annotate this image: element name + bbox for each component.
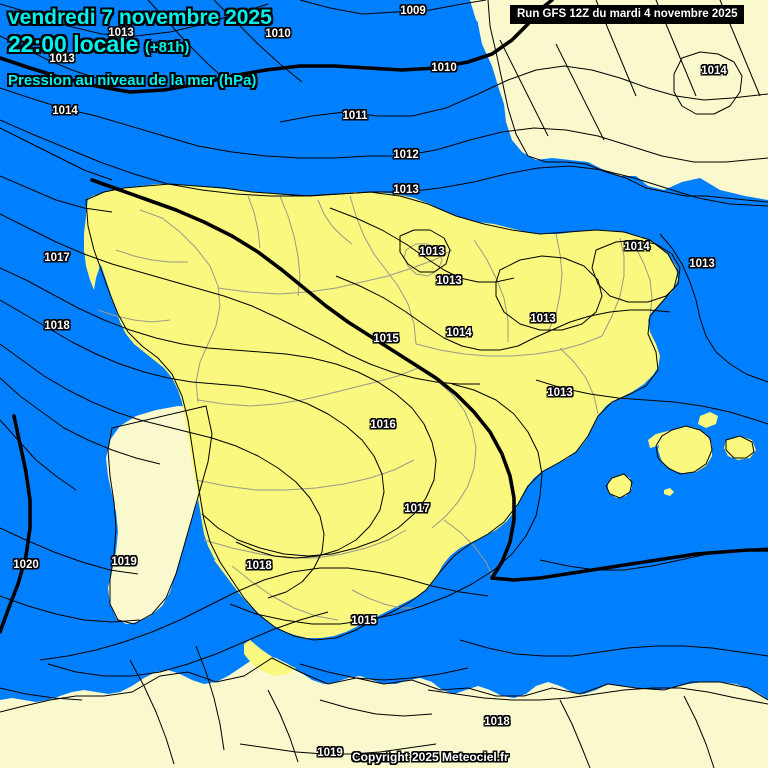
admin-borders xyxy=(97,195,653,621)
model-run-banner: Run GFS 12Z du mardi 4 novembre 2025 xyxy=(510,5,745,25)
isobar-contours-bold xyxy=(0,0,768,634)
land-in-domain-iberia xyxy=(84,184,678,676)
balearic-islands xyxy=(608,412,756,498)
